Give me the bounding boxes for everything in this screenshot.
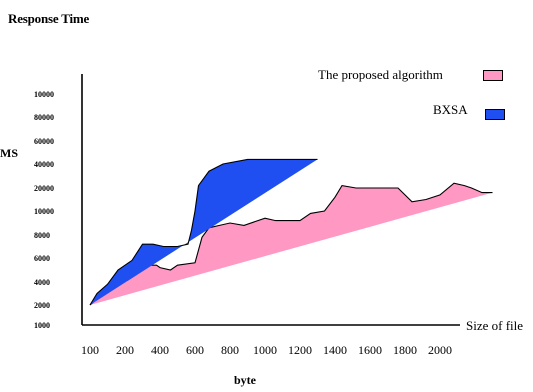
series-area-0 — [90, 183, 493, 305]
x-tick-label: 600 — [186, 343, 204, 357]
chart-title: Response Time — [8, 11, 90, 26]
y-tick-label: 2000 — [34, 301, 50, 310]
y-tick-label: 10000 — [34, 90, 54, 99]
x-tick-label: 100 — [81, 343, 99, 357]
series-outline-0 — [89, 182, 493, 306]
x-tick-label: 1800 — [393, 343, 417, 357]
y-axis-label: MS — [0, 146, 18, 160]
x-axis-caption: Size of file — [466, 318, 524, 333]
y-ticks: 1000 2000 4000 6000 8000 10000 20000 40000 60000… — [34, 90, 54, 330]
legend-swatch-proposed — [483, 70, 503, 81]
x-tick-label: 1000 — [253, 343, 277, 357]
legend-label-bxsa: BXSA — [433, 102, 468, 117]
series-areas — [89, 158, 493, 306]
x-tick-label: 1400 — [323, 343, 347, 357]
x-tick-label: 2000 — [428, 343, 452, 357]
y-tick-label: 80000 — [34, 113, 54, 122]
x-tick-label: 1200 — [288, 343, 312, 357]
y-tick-label: 60000 — [34, 137, 54, 146]
y-tick-label: 1000 — [34, 321, 50, 330]
x-axis-label: byte — [234, 373, 256, 387]
y-tick-label: 8000 — [34, 231, 50, 240]
x-ticks: 100 200 400 600 800 1000 1200 1400 1600 1800 2000 — [81, 343, 452, 357]
x-tick-label: 1600 — [358, 343, 382, 357]
legend-swatch-bxsa — [485, 109, 505, 120]
x-tick-label: 400 — [151, 343, 169, 357]
series-outline-1 — [89, 158, 318, 306]
y-tick-label: 4000 — [34, 278, 50, 287]
y-tick-label: 6000 — [34, 254, 50, 263]
x-tick-label: 800 — [221, 343, 239, 357]
y-tick-label: 20000 — [34, 184, 54, 193]
x-tick-label: 200 — [116, 343, 134, 357]
legend-label-proposed: The proposed algorithm — [318, 67, 443, 82]
series-area-1 — [90, 159, 318, 305]
y-tick-label: 10000 — [34, 207, 54, 216]
y-tick-label: 40000 — [34, 160, 54, 169]
